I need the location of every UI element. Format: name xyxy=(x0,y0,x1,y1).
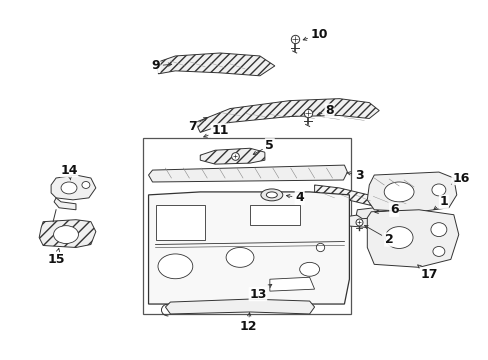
Text: 4: 4 xyxy=(286,192,304,204)
Ellipse shape xyxy=(82,181,90,188)
Ellipse shape xyxy=(431,184,445,196)
Polygon shape xyxy=(269,277,314,291)
Text: 9: 9 xyxy=(151,59,171,72)
Polygon shape xyxy=(366,210,458,267)
Ellipse shape xyxy=(299,262,319,276)
Text: 3: 3 xyxy=(346,168,363,181)
Text: 2: 2 xyxy=(364,225,393,246)
Text: 5: 5 xyxy=(253,139,274,154)
Polygon shape xyxy=(54,198,76,210)
Ellipse shape xyxy=(266,192,277,198)
Text: 12: 12 xyxy=(239,313,256,333)
Ellipse shape xyxy=(432,247,444,256)
Polygon shape xyxy=(195,99,379,132)
Text: 6: 6 xyxy=(374,203,398,216)
Text: 13: 13 xyxy=(249,284,271,301)
Polygon shape xyxy=(200,148,264,164)
Polygon shape xyxy=(148,165,346,182)
Text: 16: 16 xyxy=(450,171,468,185)
Text: 15: 15 xyxy=(47,248,65,266)
Polygon shape xyxy=(314,185,430,220)
Polygon shape xyxy=(249,205,299,225)
Polygon shape xyxy=(356,208,381,219)
Ellipse shape xyxy=(225,247,253,267)
Polygon shape xyxy=(155,53,274,76)
Polygon shape xyxy=(366,172,456,212)
Ellipse shape xyxy=(158,254,192,279)
Polygon shape xyxy=(39,220,96,247)
Polygon shape xyxy=(165,299,314,314)
Text: 17: 17 xyxy=(417,265,437,281)
Ellipse shape xyxy=(430,223,446,237)
Polygon shape xyxy=(148,192,349,304)
Text: 11: 11 xyxy=(203,124,228,137)
Ellipse shape xyxy=(54,226,78,243)
Text: 7: 7 xyxy=(187,117,206,133)
Text: 10: 10 xyxy=(303,28,327,41)
Bar xyxy=(142,138,351,314)
Polygon shape xyxy=(339,215,390,228)
Ellipse shape xyxy=(261,189,282,201)
Ellipse shape xyxy=(61,182,77,194)
Polygon shape xyxy=(155,205,205,239)
Ellipse shape xyxy=(385,227,412,248)
Polygon shape xyxy=(51,175,96,200)
Text: 8: 8 xyxy=(316,104,333,117)
Text: 1: 1 xyxy=(433,195,447,210)
Text: 14: 14 xyxy=(60,163,78,180)
Ellipse shape xyxy=(384,182,413,202)
